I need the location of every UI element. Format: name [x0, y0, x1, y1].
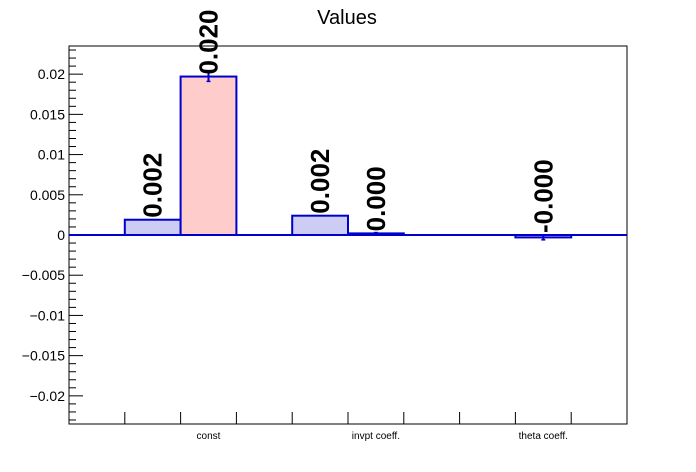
bar	[179, 75, 238, 236]
data-label: -0.000	[528, 159, 558, 233]
category-label: theta coeff.	[519, 431, 568, 442]
y-tick-label: −0.02	[30, 388, 66, 404]
y-tick-label: −0.015	[22, 348, 65, 364]
category-label: invpt coeff.	[352, 431, 400, 442]
plot-area: −0.02 −0.015 −0.01 −0.005 0 0.005 0.01 0.015 0.0…	[22, 9, 628, 442]
category-label: const	[197, 431, 221, 442]
y-tick-label: 0.015	[30, 106, 65, 122]
y-tick-label: −0.01	[30, 307, 66, 323]
y-tick-label: 0.02	[38, 66, 65, 82]
chart-title: Values	[317, 7, 377, 29]
bar	[123, 218, 182, 236]
data-label: 0.002	[305, 149, 335, 214]
y-tick-label: 0.005	[30, 187, 65, 203]
bar	[291, 214, 350, 237]
y-tick-label: −0.005	[22, 267, 65, 283]
data-label: 0.000	[361, 166, 391, 231]
y-tick-label: 0	[57, 227, 65, 243]
data-label: 0.002	[138, 153, 168, 218]
data-label: 0.020	[194, 9, 224, 74]
y-tick-label: 0.01	[38, 147, 65, 163]
